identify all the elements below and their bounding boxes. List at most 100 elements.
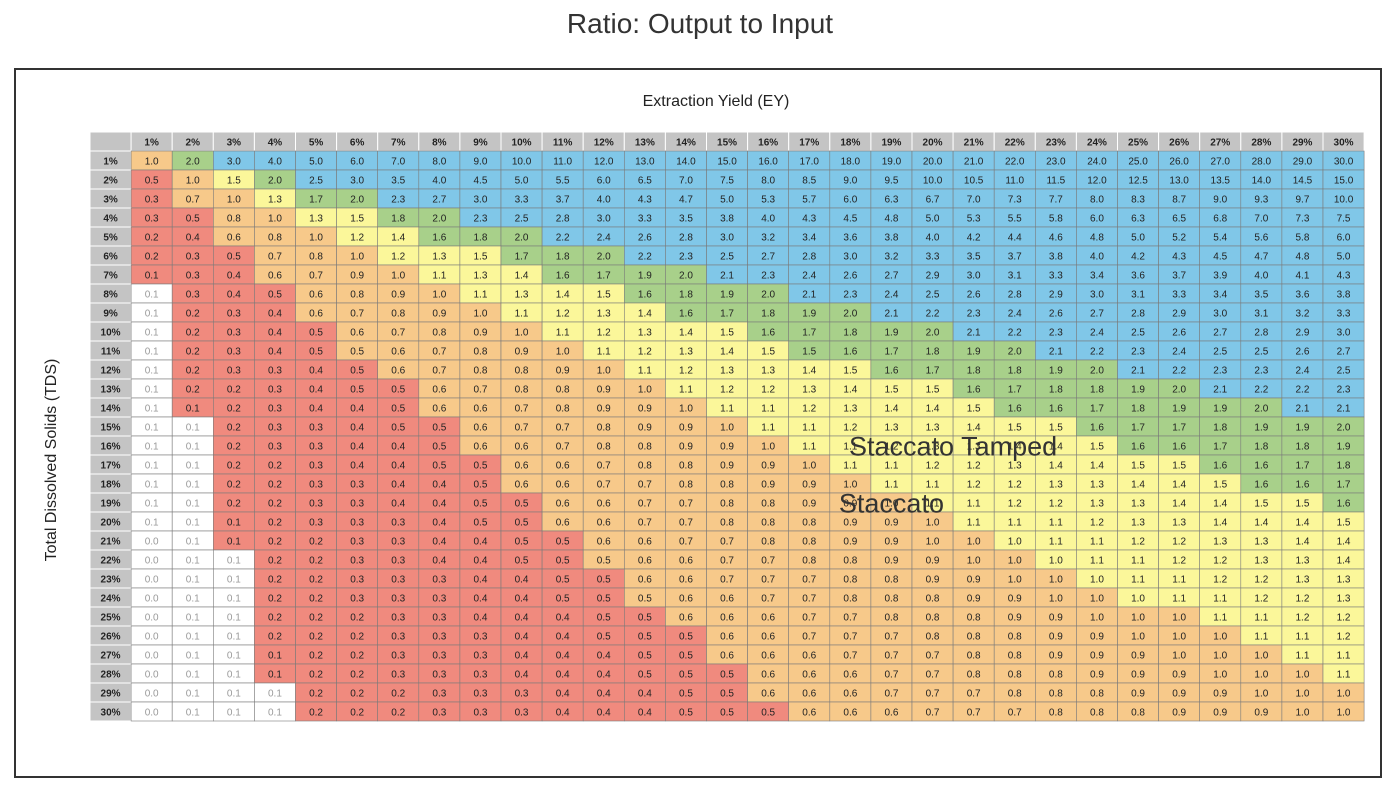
cell-value-label: 2.6 [967, 290, 981, 301]
cell-value-label: 0.5 [556, 594, 570, 605]
cell-value-label: 1.1 [884, 461, 898, 472]
cell-value-label: 1.9 [1254, 423, 1268, 434]
cell-value-label: 1.4 [1213, 499, 1227, 510]
cell-value-label: 2.7 [884, 271, 898, 282]
cell-value-label: 1.9 [1172, 404, 1186, 415]
cell-value-label: 4.8 [884, 214, 898, 225]
y-tick-label: 6% [103, 252, 118, 263]
cell-value-label: 0.7 [884, 670, 898, 681]
cell-value-label: 0.2 [227, 480, 241, 491]
cell-value-label: 2.3 [1254, 366, 1268, 377]
cell-value-label: 2.0 [1254, 404, 1268, 415]
cell-value-label: 1.7 [1131, 423, 1145, 434]
cell-value-label: 1.6 [1337, 499, 1351, 510]
cell-value-label: 1.2 [1213, 575, 1227, 586]
cell-value-label: 3.6 [1131, 271, 1145, 282]
cell-value-label: 0.0 [145, 575, 159, 586]
cell-value-label: 0.5 [350, 347, 364, 358]
cell-value-label: 1.0 [391, 271, 405, 282]
cell-value-label: 0.7 [720, 537, 734, 548]
cell-value-label: 3.1 [1254, 309, 1268, 320]
cell-value-label: 3.8 [1049, 252, 1063, 263]
cell-value-label: 0.1 [186, 670, 200, 681]
cell-value-label: 2.4 [802, 271, 816, 282]
cell-value-label: 1.0 [1213, 651, 1227, 662]
y-tick-label: 23% [101, 575, 121, 586]
cell-value-label: 1.0 [926, 518, 940, 529]
cell-value-label: 0.1 [145, 518, 159, 529]
cell-value-label: 1.4 [1254, 518, 1268, 529]
chart-annotation: Staccato [839, 489, 944, 519]
cell-value-label: 0.3 [309, 442, 323, 453]
cell-value-label: 0.8 [884, 594, 898, 605]
cell-value-label: 1.1 [1131, 556, 1145, 567]
cell-value-label: 1.6 [1254, 480, 1268, 491]
cell-value-label: 0.9 [967, 594, 981, 605]
cell-value-label: 1.5 [926, 385, 940, 396]
cell-value-label: 0.8 [1008, 670, 1022, 681]
cell-value-label: 2.0 [1008, 347, 1022, 358]
cell-value-label: 0.3 [350, 499, 364, 510]
cell-value-label: 0.3 [432, 632, 446, 643]
cell-value-label: 0.1 [186, 537, 200, 548]
cell-value-label: 0.1 [145, 404, 159, 415]
cell-value-label: 0.4 [268, 309, 282, 320]
cell-value-label: 1.1 [1049, 518, 1063, 529]
cell-value-label: 0.3 [350, 556, 364, 567]
cell-value-label: 0.7 [515, 423, 529, 434]
cell-value-label: 1.0 [1049, 594, 1063, 605]
cell-value-label: 1.7 [597, 271, 611, 282]
cell-value-label: 0.2 [186, 309, 200, 320]
cell-value-label: 0.4 [638, 708, 652, 719]
cell-value-label: 0.8 [597, 442, 611, 453]
cell-value-label: 0.3 [432, 651, 446, 662]
cell-value-label: 0.7 [843, 613, 857, 624]
cell-value-label: 1.2 [1172, 537, 1186, 548]
cell-value-label: 0.6 [884, 708, 898, 719]
cell-value-label: 0.5 [515, 556, 529, 567]
cell-value-label: 1.3 [309, 214, 323, 225]
cell-value-label: 0.7 [638, 480, 652, 491]
cell-value-label: 0.6 [227, 233, 241, 244]
cell-value-label: 0.3 [350, 575, 364, 586]
cell-value-label: 0.8 [1049, 708, 1063, 719]
cell-value-label: 0.2 [268, 575, 282, 586]
cell-value-label: 2.4 [597, 233, 611, 244]
cell-value-label: 1.1 [1090, 537, 1104, 548]
cell-value-label: 1.2 [967, 480, 981, 491]
cell-value-label: 4.0 [761, 214, 775, 225]
cell-value-label: 1.3 [1254, 556, 1268, 567]
cell-value-label: 1.1 [802, 442, 816, 453]
cell-value-label: 0.0 [145, 708, 159, 719]
chart-title: Ratio: Output to Input [566, 8, 834, 39]
cell-value-label: 1.0 [1049, 556, 1063, 567]
cell-value-label: 1.4 [1049, 461, 1063, 472]
cell-value-label: 1.3 [884, 423, 898, 434]
cell-value-label: 0.8 [679, 480, 693, 491]
cell-value-label: 0.7 [309, 271, 323, 282]
x-tick-label: 18% [840, 138, 860, 149]
cell-value-label: 0.1 [145, 461, 159, 472]
cell-value-label: 0.1 [186, 613, 200, 624]
cell-value-label: 0.8 [802, 556, 816, 567]
cell-value-label: 0.5 [515, 499, 529, 510]
cell-value-label: 0.6 [843, 670, 857, 681]
cell-value-label: 5.5 [1008, 214, 1022, 225]
cell-value-label: 2.8 [1131, 309, 1145, 320]
cell-value-label: 2.1 [1337, 404, 1351, 415]
cell-value-label: 0.4 [556, 632, 570, 643]
cell-value-label: 0.4 [309, 366, 323, 377]
cell-value-label: 1.6 [556, 271, 570, 282]
cell-value-label: 1.0 [350, 252, 364, 263]
cell-value-label: 0.3 [391, 670, 405, 681]
cell-value-label: 0.8 [432, 328, 446, 339]
cell-value-label: 0.2 [309, 575, 323, 586]
cell-value-label: 3.1 [1008, 271, 1022, 282]
cell-value-label: 3.3 [638, 214, 652, 225]
x-tick-label: 28% [1251, 138, 1271, 149]
cell-value-label: 1.5 [1213, 480, 1227, 491]
y-tick-label: 14% [101, 404, 121, 415]
cell-value-label: 1.0 [884, 499, 898, 510]
cell-value-label: 5.0 [1131, 233, 1145, 244]
cell-value-label: 21.0 [964, 157, 984, 168]
